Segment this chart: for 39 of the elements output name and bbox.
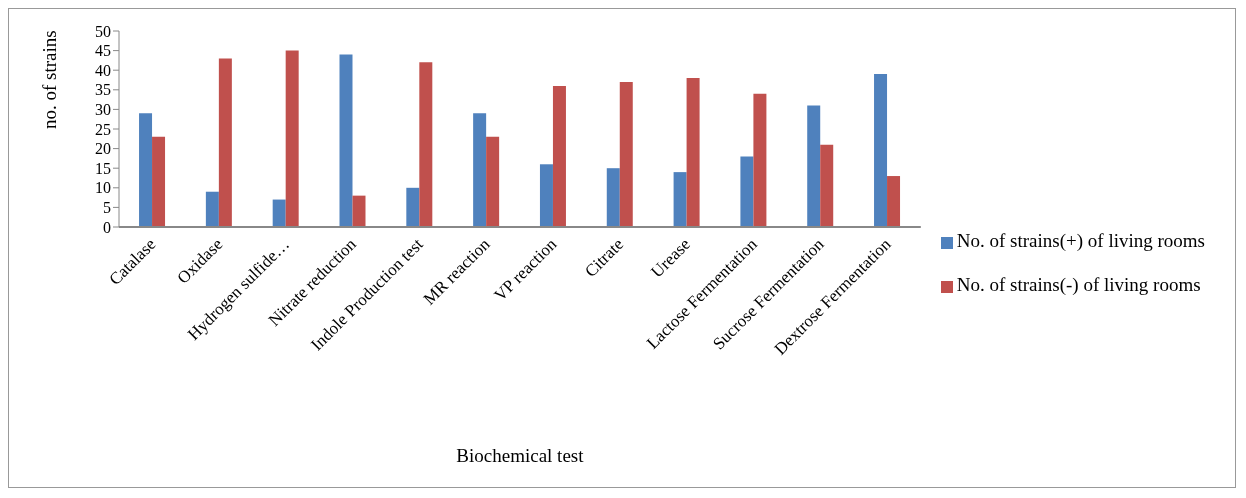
y-tick-label: 30: [95, 101, 111, 119]
bar: [820, 144, 834, 227]
legend-label: No. of strains(-) of living rooms: [956, 274, 1201, 295]
bar: [673, 172, 687, 227]
y-axis-title: no. of strains: [38, 30, 60, 129]
bar: [552, 85, 566, 227]
y-tick-label: 40: [95, 61, 111, 79]
bar: [486, 136, 500, 227]
bar: [874, 74, 888, 227]
bar: [473, 113, 487, 227]
bar: [807, 105, 821, 227]
bar: [619, 81, 633, 227]
legend-label: No. of strains(+) of living rooms: [956, 230, 1205, 251]
bar: [285, 50, 299, 227]
y-tick-label: 25: [95, 120, 111, 138]
bar: [339, 54, 353, 227]
bar: [606, 168, 620, 227]
bar: [753, 93, 767, 227]
bar: [139, 113, 153, 227]
bar: [539, 164, 553, 227]
y-tick-label: 15: [95, 159, 111, 177]
y-tick-label: 35: [95, 81, 111, 99]
y-tick-label: 10: [95, 179, 111, 197]
bar: [419, 62, 433, 227]
bar: [887, 176, 901, 227]
bar: [205, 191, 219, 227]
y-tick-label: 50: [95, 22, 111, 40]
bar: [686, 78, 700, 227]
bar: [272, 199, 286, 227]
bar: [152, 136, 166, 227]
bar: [406, 187, 420, 227]
bar: [740, 156, 754, 227]
bar: [218, 58, 232, 227]
y-tick-label: 45: [95, 42, 111, 60]
x-axis-title: Biochemical test: [456, 445, 585, 466]
bar: [352, 195, 366, 227]
y-tick-label: 20: [95, 140, 111, 158]
y-tick-label: 0: [103, 218, 111, 236]
y-tick-label: 5: [103, 199, 111, 217]
